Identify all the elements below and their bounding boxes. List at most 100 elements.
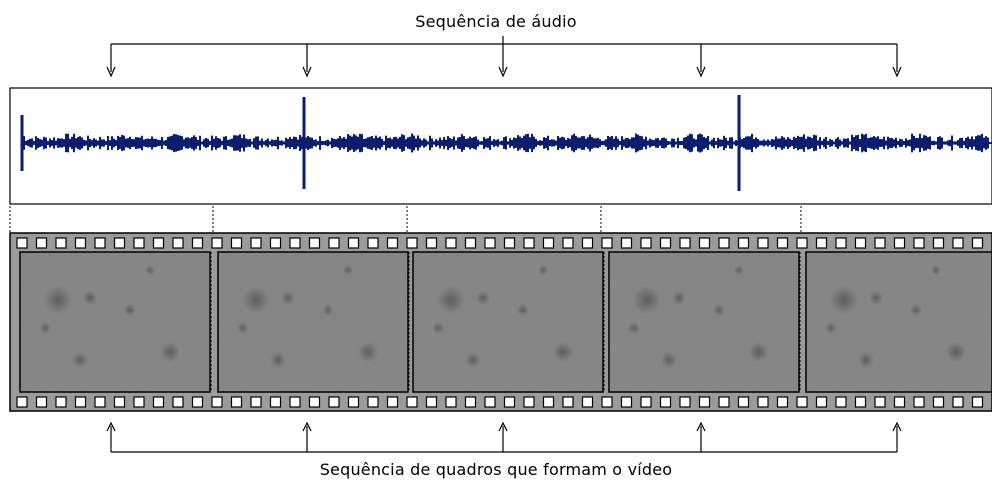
sprocket-hole [94,396,106,408]
sprocket-hole [367,396,379,408]
sprocket-hole [269,237,282,249]
sprocket-hole [874,237,886,249]
sprocket-hole [16,396,28,408]
sprocket-hole [815,237,828,249]
sprocket-hole [874,396,886,408]
sprocket-hole [542,396,555,408]
sprocket-hole [835,237,847,249]
sprocket-hole [308,237,321,249]
frame-spot [160,342,180,362]
sprocket-hole [152,396,165,408]
arrow-up-icon [892,421,902,432]
sprocket-hole [581,396,594,408]
sprocket-hole [347,237,360,249]
sprocket-hole [737,237,750,249]
sprocket-hole [523,396,535,408]
sprocket-hole [718,237,730,249]
sprocket-hole [269,396,282,408]
sprocket-hole [757,396,769,408]
frame-image [609,252,799,392]
sprocket-hole [386,396,399,408]
video-frame [217,251,410,393]
sprocket-hole [776,237,789,249]
sprocket-hole [523,237,535,249]
sprocket-hole [406,396,418,408]
sprocket-hole [464,396,477,408]
arrow-down-icon [892,66,902,78]
sprocket-hole [542,237,555,249]
frame-spot [628,322,640,334]
frame-spot [44,286,72,314]
sprocket-hole [679,396,691,408]
frame-border [412,251,604,393]
sprocket-hole [211,237,223,249]
sprocket-hole [971,396,984,408]
frame-spot [476,291,490,305]
frame-spot [825,322,837,334]
sprocket-hole [35,396,48,408]
sprocket-hole [230,396,243,408]
frame-spot [270,352,286,368]
frame-spot [465,352,481,368]
frame-spot [145,265,155,275]
frame-border [19,251,211,393]
video-bracket [106,421,902,453]
sprocket-hole [932,396,945,408]
frame-spot [358,342,378,362]
frame-image [806,252,992,392]
frame-spot [672,291,686,305]
sprocket-hole [854,396,867,408]
audio-waveform [20,95,992,191]
sprocket-hole [211,396,223,408]
sprocket-hole [289,237,301,249]
sprocket-hole [289,396,301,408]
sprocket-hole [328,237,340,249]
sprocket-hole [698,396,711,408]
sprocket-hole [854,237,867,249]
frame-border [805,251,992,393]
frame-spot [734,265,744,275]
sprocket-hole [230,237,243,249]
sprocket-hole [425,237,438,249]
sprocket-hole [503,237,516,249]
frame-border [608,251,800,393]
sprocket-hole [347,396,360,408]
video-frames-label: Sequência de quadros que formam o vídeo [319,460,673,479]
sprocket-hole [503,396,516,408]
arrow-down-icon [498,66,508,78]
sprocket-hole [601,396,613,408]
frame-spot [931,265,941,275]
sprocket-hole [484,237,496,249]
sprocket-hole [74,396,87,408]
frame-spot [242,286,270,314]
frame-image [218,252,408,392]
arrow-up-icon [302,421,312,432]
sprocket-hole [250,396,262,408]
sprocket-hole [464,237,477,249]
frame-spot [946,342,966,362]
arrow-down-icon [106,66,116,78]
sprocket-hole [952,237,964,249]
sprocket-hole [971,237,984,249]
sprocket-hole [152,237,165,249]
audio-bracket [106,36,902,78]
sprocket-hole [328,396,340,408]
sprocket-hole [679,237,691,249]
sprocket-hole [445,396,457,408]
frame-image [20,252,210,392]
frame-spot [437,286,465,314]
sprocket-hole [737,396,750,408]
video-frame [19,251,212,393]
sprocket-hole [133,396,145,408]
frame-boundary-guides [9,206,802,232]
arrow-up-icon [498,421,508,432]
audio-sequence-label: Sequência de áudio [415,12,577,31]
frame-spot [517,304,529,316]
video-frame [805,251,992,393]
frame-spot [830,286,858,314]
frame-spot [661,352,677,368]
sprocket-hole [250,237,262,249]
sprocket-hole [133,237,145,249]
sprocket-hole [562,237,574,249]
